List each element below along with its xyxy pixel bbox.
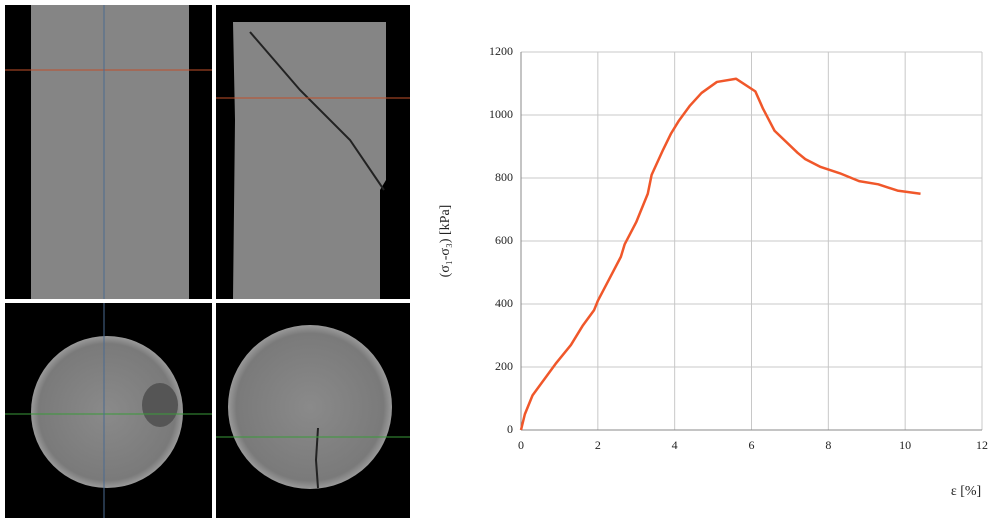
x-tick-label: 2 bbox=[595, 438, 601, 452]
y-tick-label: 400 bbox=[495, 296, 513, 310]
y-axis-label: (σ₁-σ₃) [kPa] bbox=[438, 205, 453, 278]
x-tick-label: 8 bbox=[825, 438, 831, 452]
y-tick-label: 1200 bbox=[489, 44, 513, 58]
y-tick-label: 1000 bbox=[489, 107, 513, 121]
specimen bbox=[228, 325, 392, 489]
y-tick-label: 600 bbox=[495, 233, 513, 247]
damage bbox=[142, 383, 178, 427]
y-tick-label: 800 bbox=[495, 170, 513, 184]
ct-scans bbox=[5, 5, 410, 518]
figure: (σ₁-σ₃) [kPa] ε [%] 02004006008001000120… bbox=[0, 0, 992, 518]
page: (σ₁-σ₃) [kPa] ε [%] 02004006008001000120… bbox=[0, 0, 992, 518]
x-tick-label: 12 bbox=[976, 438, 988, 452]
x-tick-label: 6 bbox=[749, 438, 755, 452]
x-axis-label: ε [%] bbox=[951, 484, 981, 499]
x-tick-label: 4 bbox=[672, 438, 678, 452]
specimen bbox=[31, 5, 189, 299]
x-tick-label: 10 bbox=[899, 438, 911, 452]
y-tick-label: 0 bbox=[507, 422, 513, 436]
y-tick-label: 200 bbox=[495, 359, 513, 373]
x-tick-label: 0 bbox=[518, 438, 524, 452]
data-line bbox=[521, 79, 921, 430]
